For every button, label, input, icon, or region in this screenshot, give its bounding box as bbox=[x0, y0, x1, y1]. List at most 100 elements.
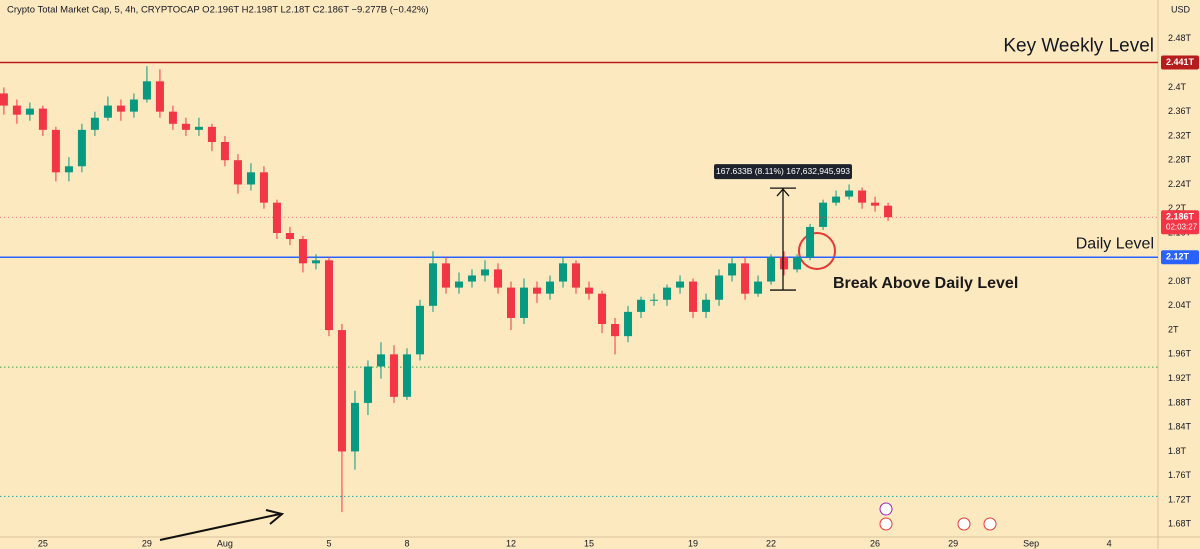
candle-body bbox=[285, 233, 294, 240]
candle-body bbox=[51, 129, 60, 173]
candle-body bbox=[780, 257, 789, 270]
x-tick-label: 8 bbox=[404, 538, 409, 548]
trend-arrow bbox=[159, 509, 285, 541]
candle-body bbox=[64, 166, 73, 173]
y-tick-label: 1.76T bbox=[1168, 470, 1192, 480]
candle-body bbox=[585, 287, 594, 294]
candle-body bbox=[832, 196, 841, 203]
y-tick-label: 1.88T bbox=[1168, 397, 1192, 407]
countdown-label: 02:03:27 bbox=[1166, 222, 1198, 231]
candle-body bbox=[559, 263, 568, 282]
measure-arrow bbox=[776, 188, 790, 197]
y-tick-label: 2.04T bbox=[1168, 300, 1192, 310]
y-tick-label: 2.24T bbox=[1168, 179, 1192, 189]
candle-body bbox=[363, 366, 372, 403]
x-tick-label: 22 bbox=[766, 538, 776, 548]
y-tick-label: 1.84T bbox=[1168, 422, 1192, 432]
candle-body bbox=[637, 299, 646, 312]
candle-body bbox=[519, 287, 528, 318]
current-price-label: 2.186T bbox=[1166, 212, 1195, 222]
measure-box bbox=[714, 164, 852, 180]
y-tick-label: 1.92T bbox=[1168, 373, 1192, 383]
y-tick-label: 2.32T bbox=[1168, 130, 1192, 140]
candle-body bbox=[754, 281, 763, 294]
level-price-box bbox=[1161, 55, 1199, 70]
candle-body bbox=[272, 202, 281, 234]
level-price-label: 2.12T bbox=[1166, 252, 1190, 262]
x-tick-label: 25 bbox=[38, 538, 48, 548]
x-tick-label: 15 bbox=[584, 538, 594, 548]
candle-body bbox=[715, 275, 724, 300]
y-tick-label: 2.36T bbox=[1168, 106, 1192, 116]
candle-body bbox=[0, 93, 8, 106]
candle-body bbox=[702, 299, 711, 312]
candle-body bbox=[689, 281, 698, 312]
level-annotation: Key Weekly Level bbox=[1003, 36, 1154, 57]
x-tick-label: 29 bbox=[948, 538, 958, 548]
candle-body bbox=[220, 141, 229, 161]
chart-title: Crypto Total Market Cap, 5, 4h, CRYPTOCA… bbox=[7, 5, 429, 16]
candle-body bbox=[572, 263, 581, 288]
candle-body bbox=[650, 299, 659, 301]
candle-body bbox=[741, 263, 750, 294]
x-tick-label: Aug bbox=[217, 538, 233, 548]
candle-body bbox=[90, 117, 99, 130]
candle-body bbox=[441, 263, 450, 288]
x-tick-label: 29 bbox=[142, 538, 152, 548]
candle-body bbox=[194, 126, 203, 130]
x-tick-label: 5 bbox=[326, 538, 331, 548]
x-tick-label: 26 bbox=[870, 538, 880, 548]
candle-body bbox=[493, 269, 502, 288]
candle-body bbox=[116, 105, 125, 112]
level-price-box bbox=[1161, 250, 1199, 265]
candle-body bbox=[25, 108, 34, 115]
candle-body bbox=[402, 354, 411, 397]
measure-label: 167.633B (8.11%) 167,632,945,993 bbox=[716, 166, 850, 176]
highlight-circle bbox=[798, 232, 836, 270]
y-tick-label: 2T bbox=[1168, 324, 1179, 334]
candle-body bbox=[298, 239, 307, 264]
candle-body bbox=[324, 260, 333, 331]
y-tick-label: 1.96T bbox=[1168, 349, 1192, 359]
current-price-box bbox=[1161, 210, 1199, 235]
candle-body bbox=[454, 281, 463, 288]
x-tick-label: 12 bbox=[506, 538, 516, 548]
x-tick-label: 4 bbox=[1107, 538, 1112, 548]
candle-body bbox=[533, 287, 542, 294]
candle-body bbox=[168, 111, 177, 124]
y-tick-label: 2.48T bbox=[1168, 33, 1192, 43]
candle-body bbox=[350, 402, 359, 452]
level-price-label: 2.441T bbox=[1166, 57, 1195, 67]
candle-body bbox=[337, 330, 346, 452]
candle-body bbox=[246, 172, 255, 185]
y-tick-label: 1.68T bbox=[1168, 519, 1192, 529]
y-tick-label: 2.4T bbox=[1168, 82, 1187, 92]
candle-body bbox=[611, 324, 620, 337]
candle-body bbox=[845, 190, 854, 197]
candle-body bbox=[415, 305, 424, 355]
candle-body bbox=[12, 105, 21, 115]
candle-body bbox=[181, 123, 190, 130]
candle-body bbox=[129, 99, 138, 112]
candle-body bbox=[376, 354, 385, 367]
candle-body bbox=[819, 202, 828, 227]
y-tick-label: 1.8T bbox=[1168, 446, 1187, 456]
candle-body bbox=[767, 257, 776, 282]
y-tick-label: 2.2T bbox=[1168, 203, 1187, 213]
x-tick-label: 19 bbox=[688, 538, 698, 548]
candle-body bbox=[884, 205, 893, 218]
candle-body bbox=[728, 263, 737, 276]
candle-body bbox=[77, 129, 86, 167]
candle-body bbox=[142, 81, 151, 100]
candle-body bbox=[389, 354, 398, 397]
candle-body bbox=[103, 105, 112, 118]
candle-body bbox=[624, 311, 633, 337]
candle-body bbox=[871, 202, 880, 206]
candle-body bbox=[38, 108, 47, 130]
candle-body bbox=[676, 281, 685, 288]
candle-body bbox=[233, 160, 242, 185]
candle-body bbox=[259, 172, 268, 203]
candle-body bbox=[428, 263, 437, 306]
